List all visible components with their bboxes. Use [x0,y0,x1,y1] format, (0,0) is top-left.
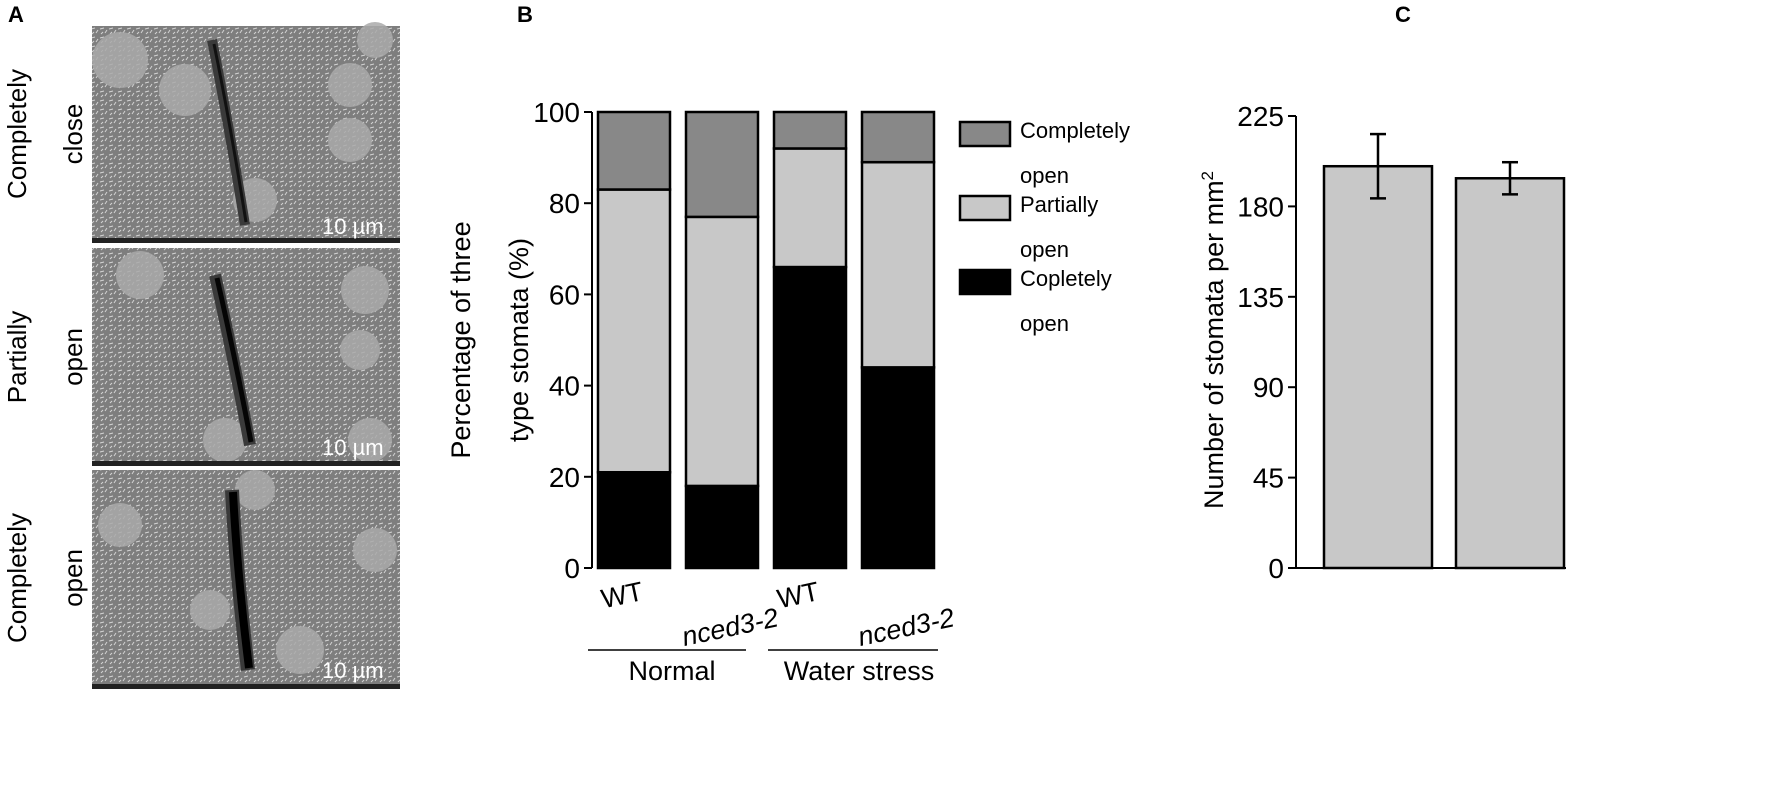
row-label-2-line1: Partially [2,311,32,403]
scale-bar-label-3: 10 µm [322,658,384,683]
panel-c-letter: C [1395,2,1411,27]
row-label-3-line1: Completely [2,513,32,643]
row-label-3-line2: open [58,549,88,607]
micrograph-completely-open [92,470,400,689]
row-label-1-line2: close [58,104,88,165]
scale-bar-label-2: 10 µm [322,435,384,460]
panel-b-letter: B [517,2,533,27]
scale-bar-label-1: 10 µm [322,214,384,239]
row-label-2-line2: open [58,328,88,386]
micrograph-partially-open [92,248,400,466]
row-label-1-line1: Completely [2,69,32,199]
panel-a-letter: A [8,2,24,27]
micrograph-completely-close [92,22,400,243]
